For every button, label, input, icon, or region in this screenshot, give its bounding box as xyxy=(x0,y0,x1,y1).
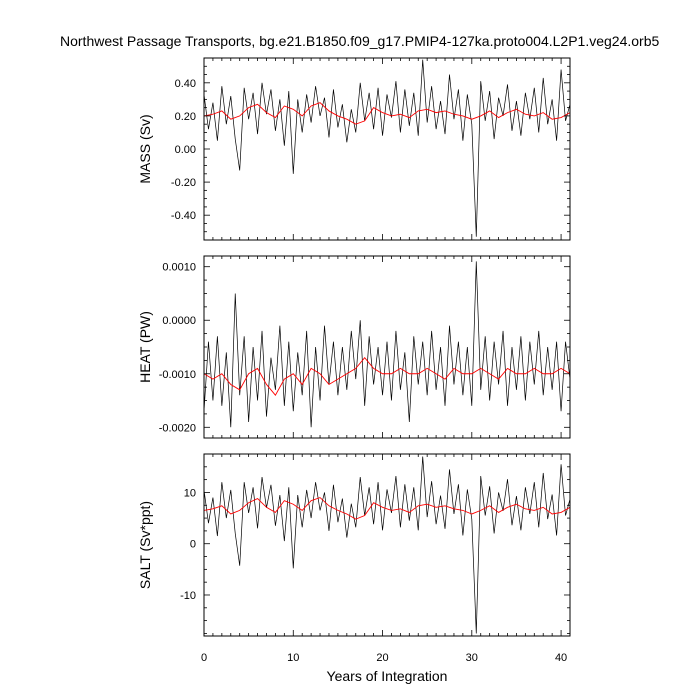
salt-smoothed-series-line xyxy=(203,497,571,520)
heat-raw-series-line xyxy=(203,261,571,428)
heat-y-tick-label: -0.0020 xyxy=(159,422,196,434)
mass-y-tick-label: 0.00 xyxy=(175,144,196,156)
salt-y-axis-title: SALT (Sv*ppt) xyxy=(137,501,153,589)
salt-y-tick-label: 10 xyxy=(184,487,196,499)
heat-y-tick-label: 0.0010 xyxy=(162,262,196,274)
mass-y-tick-label: 0.40 xyxy=(175,78,196,90)
salt-raw-series-line xyxy=(203,456,571,634)
heat-y-tick-label: 0.0000 xyxy=(162,315,196,327)
chart-title: Northwest Passage Transports, bg.e21.B18… xyxy=(60,33,660,49)
mass-y-axis-title: MASS (Sv) xyxy=(137,114,153,183)
x-axis-title: Years of Integration xyxy=(327,668,448,684)
x-tick-label: 20 xyxy=(376,652,388,664)
salt-y-tick-label: -10 xyxy=(180,590,196,602)
heat-smoothed-series-line xyxy=(203,357,571,396)
mass-y-tick-label: -0.40 xyxy=(171,210,196,222)
mass-y-tick-label: -0.20 xyxy=(171,177,196,189)
x-tick-label: 10 xyxy=(287,652,299,664)
salt-y-tick-label: 0 xyxy=(190,539,196,551)
x-tick-label: 40 xyxy=(555,652,567,664)
panel-heat: -0.0020 -0.0010 0.0000 0.0010 HEAT (PW) xyxy=(137,255,571,439)
panel-mass: -0.40 -0.20 0.00 0.20 0.40 MASS (Sv) xyxy=(137,57,571,241)
mass-smoothed-series-line xyxy=(203,102,571,125)
panel-salt: -10 0 10 SALT (Sv*ppt) 0 10 20 30 40 xyxy=(137,453,571,664)
x-tick-label: 30 xyxy=(466,652,478,664)
mass-y-tick-label: 0.20 xyxy=(175,111,196,123)
salt-plot-frame xyxy=(203,453,571,637)
heat-y-tick-label: -0.0010 xyxy=(159,369,196,381)
heat-y-axis-title: HEAT (PW) xyxy=(137,311,153,383)
mass-raw-series-line xyxy=(203,59,571,237)
x-tick-label: 0 xyxy=(201,652,207,664)
mass-plot-frame xyxy=(203,57,571,241)
heat-plot-frame xyxy=(203,255,571,439)
